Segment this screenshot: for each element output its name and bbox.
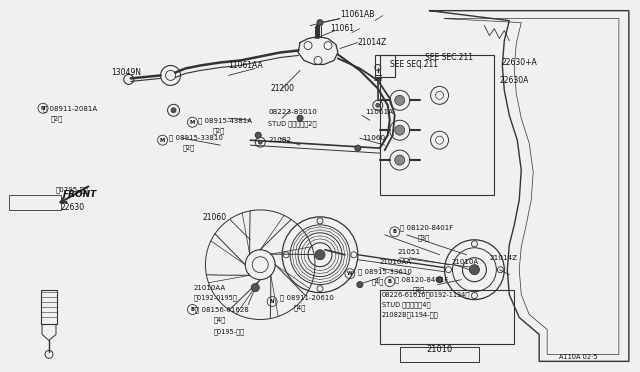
Text: SEE SEC.211: SEE SEC.211 [390,61,438,70]
Text: 11061AA: 11061AA [228,61,263,70]
Text: 11060: 11060 [362,135,385,141]
Circle shape [395,95,404,105]
Text: ）0195-　）: ）0195- ） [213,328,244,335]
Text: （3）: （3） [418,234,429,241]
Text: 21051: 21051 [397,249,421,255]
Circle shape [258,140,262,144]
Bar [41,290,57,324]
Text: STUD スタッド（2）: STUD スタッド（2） [268,120,317,126]
Text: Ⓑ 08120-8401F: Ⓑ 08120-8401F [400,225,453,231]
Text: B: B [393,229,397,234]
Text: 11061: 11061 [330,24,354,33]
Circle shape [395,155,404,165]
Text: STUD スタッド（4）: STUD スタッド（4） [382,301,430,308]
Circle shape [171,108,176,113]
Text: 21060: 21060 [202,214,227,222]
Circle shape [469,265,479,275]
Bar [400,347,479,362]
Circle shape [357,282,363,288]
Text: 21010AA: 21010AA [193,285,225,291]
Circle shape [395,125,404,135]
Text: B: B [191,307,195,312]
Text: （4）: （4） [213,316,226,323]
Circle shape [317,20,323,26]
Text: （0795-　）: （0795- ） [56,187,89,193]
Text: ⓜ 08915-33810: ⓜ 08915-33810 [168,135,223,141]
Text: （2）: （2） [51,115,63,122]
Text: 22630: 22630 [61,203,85,212]
Circle shape [355,145,361,151]
Text: Ⓑ 08120-8401F: Ⓑ 08120-8401F [395,276,448,283]
Text: 13049N: 13049N [111,68,141,77]
Text: 08223-83010: 08223-83010 [268,109,317,115]
Text: N: N [270,299,275,304]
Text: M: M [160,138,165,143]
Circle shape [297,115,303,121]
Circle shape [315,250,325,260]
Text: A110A 02·5: A110A 02·5 [559,355,598,360]
Text: 21200: 21200 [270,84,294,93]
Text: ⓜ 08915-4381A: ⓜ 08915-4381A [198,117,252,124]
Text: 11061AB: 11061AB [340,10,374,19]
Text: 22630A: 22630A [499,76,529,85]
Text: 21010AA: 21010AA [380,259,412,265]
Text: （2）: （2） [212,127,225,134]
Text: Ⓑ 08156-61628: Ⓑ 08156-61628 [195,306,249,313]
Text: （3）: （3） [413,286,425,293]
Text: 21014Z: 21014Z [490,255,518,261]
Text: 21014Z: 21014Z [358,38,387,47]
Text: M: M [190,120,195,125]
Text: （2）: （2） [182,145,195,151]
Text: 11061A: 11061A [365,109,393,115]
Text: SEE SEC.211: SEE SEC.211 [424,53,472,62]
Text: 21082B）1194-　）: 21082B）1194- ） [382,311,438,318]
Bar [375,55,395,77]
Text: 21010A: 21010A [451,259,479,265]
Circle shape [255,132,261,138]
Text: FRONT: FRONT [63,190,97,199]
Text: N: N [41,106,45,111]
Circle shape [376,103,380,107]
Bar [9,195,61,210]
Circle shape [252,283,259,292]
Text: （0192-0195）: （0192-0195） [193,294,237,301]
Circle shape [436,277,442,283]
Text: 08226-61610（0192-1194）: 08226-61610（0192-1194） [382,291,470,298]
Bar [380,290,515,344]
Text: B: B [388,279,392,284]
Text: 21010: 21010 [426,345,452,354]
Text: 21082: 21082 [268,137,291,143]
Text: 22630+A: 22630+A [501,58,537,67]
Text: ⓝ 08911-2081A: ⓝ 08911-2081A [43,105,97,112]
Text: W: W [347,271,353,276]
Text: （4）: （4） [294,304,307,311]
Text: （4）: （4） [372,278,384,285]
Text: ⓜ 08915-33610: ⓜ 08915-33610 [358,268,412,275]
Text: ⓝ 08911-20610: ⓝ 08911-20610 [280,294,334,301]
Bar [380,55,494,195]
